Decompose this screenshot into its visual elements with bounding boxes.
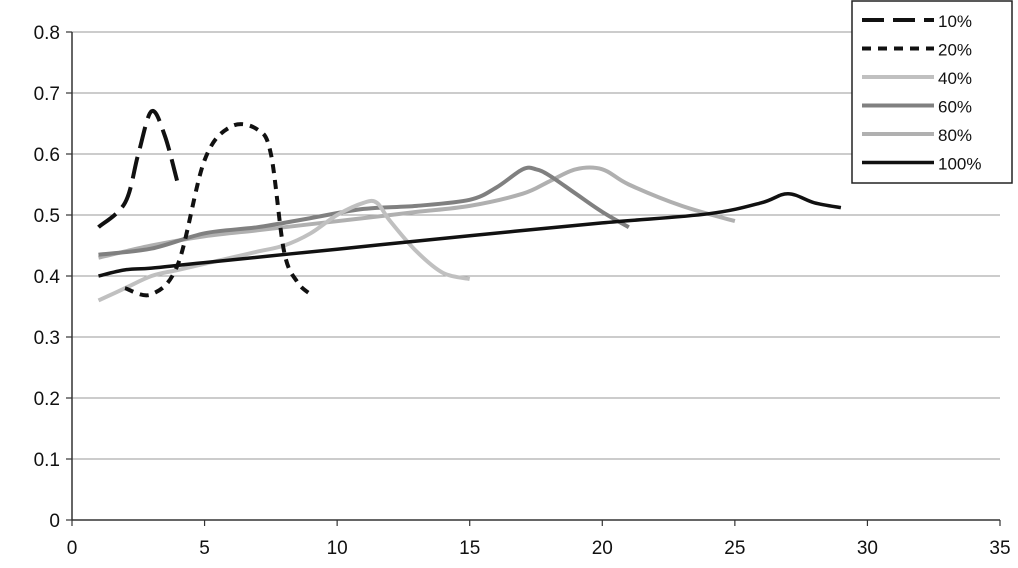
- y-tick-label: 0.7: [34, 84, 60, 105]
- legend-label: 20%: [938, 41, 972, 60]
- x-tick-label: 30: [857, 538, 878, 559]
- series-lines: [99, 111, 841, 300]
- x-tick-label: 25: [724, 538, 745, 559]
- legend: 10% 20% 40% 60% 80% 100%: [852, 1, 1012, 183]
- y-tick-label: 0.8: [34, 23, 60, 44]
- series-line-10pct: [99, 111, 179, 227]
- y-tick-label: 0.5: [34, 206, 60, 227]
- y-tick-label: 0.2: [34, 389, 60, 410]
- y-tick-label: 0.6: [34, 145, 60, 166]
- x-tick-label: 0: [67, 538, 78, 559]
- y-tick-label: 0.3: [34, 328, 60, 349]
- legend-label: 80%: [938, 126, 972, 145]
- x-tick-label: 5: [199, 538, 210, 559]
- legend-label: 100%: [938, 155, 981, 174]
- x-tick-label: 10: [327, 538, 348, 559]
- x-tick-label: 35: [989, 538, 1010, 559]
- x-tick-label: 20: [592, 538, 613, 559]
- legend-box: [852, 1, 1012, 183]
- y-tick-label: 0.1: [34, 450, 60, 471]
- y-tick-label: 0.4: [34, 267, 61, 288]
- legend-label: 60%: [938, 98, 972, 117]
- legend-label: 10%: [938, 12, 972, 31]
- legend-label: 40%: [938, 69, 972, 88]
- y-tick-label: 0: [49, 511, 60, 532]
- series-line-80pct: [99, 168, 735, 258]
- x-tick-label: 15: [459, 538, 480, 559]
